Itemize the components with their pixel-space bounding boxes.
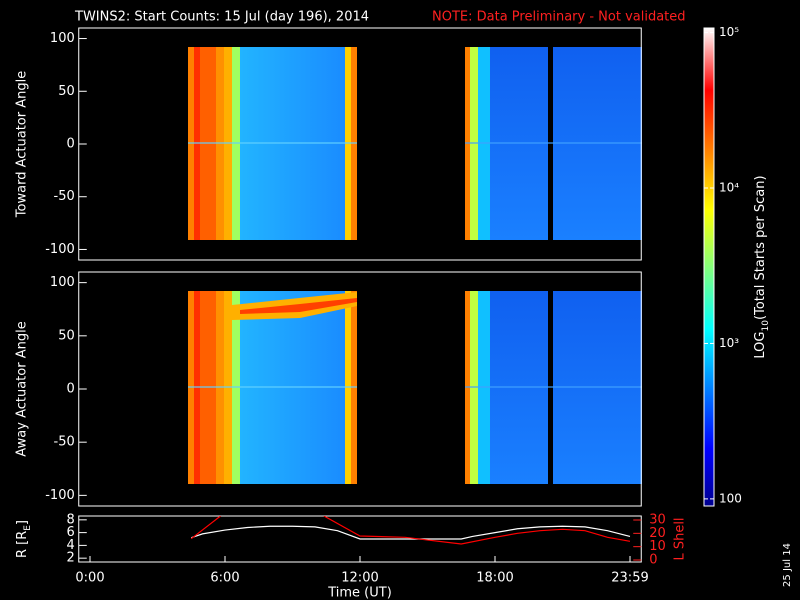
label-sub: 10: [761, 320, 771, 332]
heatmap-image: [188, 47, 642, 240]
y2-axis-label: L Shell: [673, 517, 688, 560]
y-tick-label: 8: [66, 512, 74, 527]
colorbar-label: LOG10(Total Starts per Scan): [753, 175, 771, 358]
heatmap-image: [188, 291, 642, 484]
y-tick-label: -50: [54, 189, 75, 204]
x-tick-label: 23:59: [611, 571, 648, 586]
y-tick-label: 2: [66, 551, 74, 566]
colorbar-tick-label: 10³: [719, 336, 739, 350]
y-tick-label: -50: [54, 435, 75, 450]
date-stamp: 25 Jul 14: [782, 543, 793, 587]
x-tick-label: 18:00: [476, 571, 513, 586]
label-part: LOG: [753, 332, 768, 359]
line-series: [190, 516, 631, 545]
y-tick-label: 0: [66, 382, 74, 397]
y-tick-label: 50: [58, 84, 75, 99]
x-axis-label: Time (UT): [327, 586, 392, 600]
line-series: [191, 525, 631, 540]
y-tick-label: 0: [66, 137, 74, 152]
colorbar-tick-label: 10⁵: [719, 25, 739, 39]
heatmap-band: [240, 298, 357, 314]
y-tick-label: -100: [45, 242, 75, 257]
label-sub: E: [23, 525, 33, 531]
y-tick-label: 0: [649, 553, 657, 568]
label-part: ]: [15, 520, 30, 525]
y-tick-label: 30: [649, 513, 666, 528]
y-tick-label: 100: [50, 31, 75, 46]
y-tick-label: 10: [649, 539, 666, 554]
y-tick-label: 100: [50, 275, 75, 290]
colorbar-tick-label: 100: [719, 491, 742, 505]
y-axis-label: R [RE]: [15, 520, 33, 558]
x-tick-label: 12:00: [341, 571, 378, 586]
x-tick-label: 6:00: [210, 571, 239, 586]
y-axis-label: Toward Actuator Angle: [15, 71, 30, 218]
y-tick-label: -100: [45, 488, 75, 503]
note: NOTE: Data Preliminary - Not validated: [432, 10, 686, 25]
y-tick-label: 50: [58, 328, 75, 343]
colorbar: [703, 27, 715, 507]
y-tick-label: 4: [66, 538, 74, 553]
colorbar-tick-label: 10⁴: [719, 181, 739, 195]
label-part: R [R: [15, 531, 30, 558]
title: TWINS2: Start Counts: 15 Jul (day 196), …: [74, 10, 369, 25]
label-part: (Total Starts per Scan): [753, 175, 768, 320]
x-tick-label: 0:00: [75, 571, 104, 586]
y-axis-label: Away Actuator Angle: [15, 321, 30, 456]
y-tick-label: 6: [66, 525, 74, 540]
y-tick-label: 20: [649, 526, 666, 541]
